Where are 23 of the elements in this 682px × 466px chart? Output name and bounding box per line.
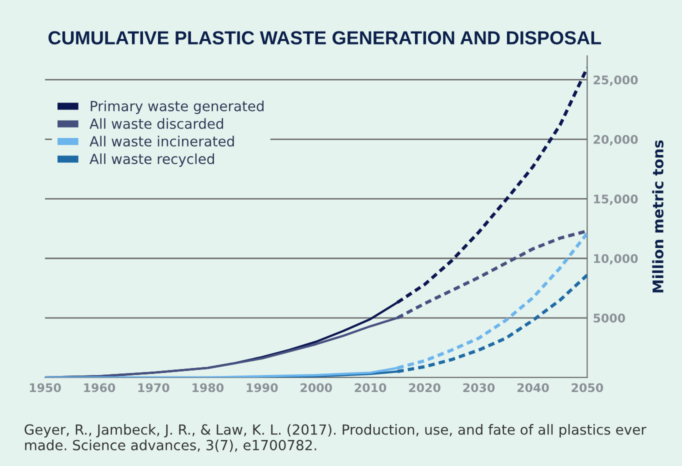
x-tick-label: 2040 — [517, 383, 549, 392]
x-tick-label: 2050 — [572, 383, 604, 392]
y-tick-label: 25,000 — [594, 75, 638, 86]
text: Geyer, R., Jambeck, J. R., & Law, K. L. (2017). Production, use, and fate of all plastics ever made. Science advances, 3(7), e1700782. — [24, 424, 646, 452]
x-tick-label: 2020 — [409, 383, 440, 392]
x-tick-label: 1990 — [246, 383, 278, 392]
y-tick-label: 20,000 — [594, 135, 638, 146]
chart-title: CUMULATIVE PLASTIC WASTE GENERATION AND DISPOSAL — [48, 31, 602, 44]
x-tick-label: 1960 — [84, 383, 116, 392]
y-tick-label: 10,000 — [594, 254, 638, 265]
x-tick-label: 2030 — [463, 383, 495, 392]
legend-label: All waste discarded — [90, 118, 224, 129]
y-tick-label: 15,000 — [594, 194, 638, 205]
legend-label: All waste incinerated — [90, 136, 234, 147]
y-tick-label: 5000 — [594, 314, 626, 323]
x-tick-label: 2010 — [354, 383, 386, 392]
legend-label: Primary waste generated — [90, 100, 264, 114]
y-axis-title: Million metric tons — [652, 140, 664, 292]
x-tick-label: 1980 — [192, 383, 224, 392]
x-tick-label: 2000 — [300, 383, 332, 392]
legend-label: All waste recycled — [90, 153, 214, 167]
x-tick-label: 1970 — [138, 383, 170, 392]
x-tick-label: 1950 — [30, 383, 61, 392]
